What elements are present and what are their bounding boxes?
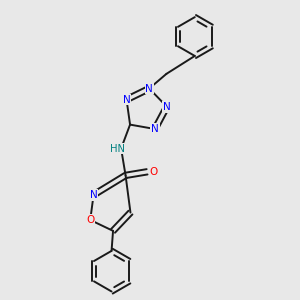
- Text: N: N: [151, 124, 159, 134]
- Text: N: N: [163, 102, 171, 112]
- Text: HN: HN: [110, 143, 125, 154]
- Text: O: O: [86, 215, 94, 225]
- Text: N: N: [123, 94, 130, 105]
- Text: O: O: [149, 167, 158, 177]
- Text: N: N: [90, 190, 98, 200]
- Text: N: N: [146, 83, 153, 94]
